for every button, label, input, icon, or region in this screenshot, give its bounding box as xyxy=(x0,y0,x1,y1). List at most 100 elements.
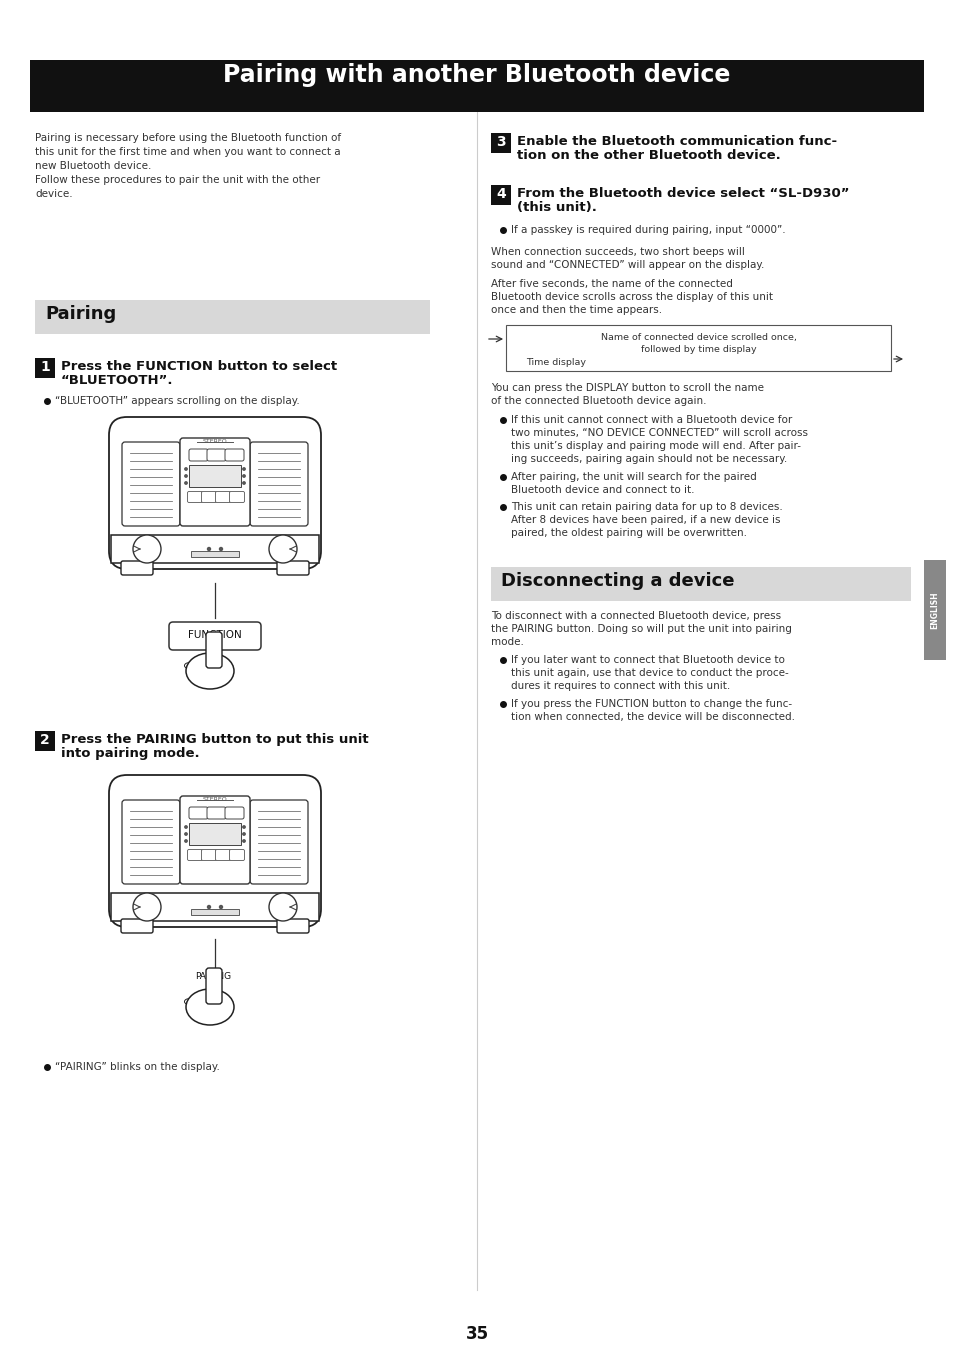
Text: Pairing with another Bluetooth device: Pairing with another Bluetooth device xyxy=(223,63,730,88)
FancyBboxPatch shape xyxy=(169,621,261,650)
Circle shape xyxy=(219,906,222,909)
Circle shape xyxy=(185,481,187,484)
FancyBboxPatch shape xyxy=(180,797,250,884)
Text: STEREO: STEREO xyxy=(202,797,227,802)
Circle shape xyxy=(208,906,211,909)
Text: this unit for the first time and when you want to connect a: this unit for the first time and when yo… xyxy=(35,147,340,156)
Text: (this unit).: (this unit). xyxy=(517,201,597,214)
Text: Follow these procedures to pair the unit with the other: Follow these procedures to pair the unit… xyxy=(35,175,320,185)
FancyBboxPatch shape xyxy=(180,438,250,526)
Text: new Bluetooth device.: new Bluetooth device. xyxy=(35,160,152,171)
FancyBboxPatch shape xyxy=(121,561,152,576)
Text: device.: device. xyxy=(35,189,72,200)
Circle shape xyxy=(185,840,187,842)
Bar xyxy=(35,301,430,334)
Text: STEREO: STEREO xyxy=(202,439,227,443)
FancyBboxPatch shape xyxy=(122,442,180,526)
FancyBboxPatch shape xyxy=(250,442,308,526)
Text: of the connected Bluetooth device again.: of the connected Bluetooth device again. xyxy=(491,396,706,406)
Circle shape xyxy=(243,833,245,836)
Ellipse shape xyxy=(189,663,198,669)
Text: into pairing mode.: into pairing mode. xyxy=(61,747,199,760)
FancyBboxPatch shape xyxy=(201,492,216,503)
Text: After five seconds, the name of the connected: After five seconds, the name of the conn… xyxy=(491,279,732,288)
Bar xyxy=(189,465,241,487)
Ellipse shape xyxy=(184,663,194,669)
Text: After 8 devices have been paired, if a new device is: After 8 devices have been paired, if a n… xyxy=(511,515,780,524)
FancyBboxPatch shape xyxy=(225,807,244,820)
FancyBboxPatch shape xyxy=(215,849,231,860)
Circle shape xyxy=(269,892,296,921)
Text: 3: 3 xyxy=(496,135,505,150)
Text: Pairing is necessary before using the Bluetooth function of: Pairing is necessary before using the Bl… xyxy=(35,133,341,143)
Text: ENGLISH: ENGLISH xyxy=(929,592,939,628)
Text: 2: 2 xyxy=(40,733,50,747)
Text: If this unit cannot connect with a Bluetooth device for: If this unit cannot connect with a Bluet… xyxy=(511,415,791,425)
Text: “BLUETOOTH”.: “BLUETOOTH”. xyxy=(61,373,173,387)
Text: Enable the Bluetooth communication func-: Enable the Bluetooth communication func- xyxy=(517,135,836,148)
FancyBboxPatch shape xyxy=(122,799,180,884)
FancyBboxPatch shape xyxy=(215,492,231,503)
Text: 35: 35 xyxy=(465,1325,488,1343)
Text: tion on the other Bluetooth device.: tion on the other Bluetooth device. xyxy=(517,150,780,162)
FancyBboxPatch shape xyxy=(250,799,308,884)
Text: the PAIRING button. Doing so will put the unit into pairing: the PAIRING button. Doing so will put th… xyxy=(491,624,791,634)
Text: this unit’s display and pairing mode will end. After pair-: this unit’s display and pairing mode wil… xyxy=(511,441,801,452)
Bar xyxy=(491,568,910,601)
Text: once and then the time appears.: once and then the time appears. xyxy=(491,305,661,315)
Circle shape xyxy=(185,468,187,470)
Text: If you later want to connect that Bluetooth device to: If you later want to connect that Blueto… xyxy=(511,655,784,665)
FancyBboxPatch shape xyxy=(109,417,320,569)
Text: Time display: Time display xyxy=(525,359,585,367)
FancyBboxPatch shape xyxy=(189,807,208,820)
Text: After pairing, the unit will search for the paired: After pairing, the unit will search for … xyxy=(511,472,756,483)
Bar xyxy=(111,892,318,921)
FancyBboxPatch shape xyxy=(276,561,309,576)
Text: ing succeeds, pairing again should not be necessary.: ing succeeds, pairing again should not b… xyxy=(511,454,786,464)
Text: Press the FUNCTION button to select: Press the FUNCTION button to select xyxy=(61,360,336,373)
Text: If a passkey is required during pairing, input “0000”.: If a passkey is required during pairing,… xyxy=(511,225,785,235)
Text: To disconnect with a connected Bluetooth device, press: To disconnect with a connected Bluetooth… xyxy=(491,611,781,621)
FancyBboxPatch shape xyxy=(201,849,216,860)
Ellipse shape xyxy=(194,999,205,1004)
Text: followed by time display: followed by time display xyxy=(640,345,756,355)
Text: Bluetooth device scrolls across the display of this unit: Bluetooth device scrolls across the disp… xyxy=(491,293,772,302)
Ellipse shape xyxy=(189,999,198,1004)
Bar xyxy=(191,909,239,915)
Circle shape xyxy=(132,892,161,921)
Text: This unit can retain pairing data for up to 8 devices.: This unit can retain pairing data for up… xyxy=(511,501,781,512)
Bar xyxy=(30,61,923,112)
Ellipse shape xyxy=(184,999,194,1004)
FancyBboxPatch shape xyxy=(206,632,222,669)
FancyBboxPatch shape xyxy=(109,775,320,927)
Bar xyxy=(491,133,511,154)
Circle shape xyxy=(243,826,245,828)
Text: mode.: mode. xyxy=(491,638,523,647)
Bar xyxy=(35,359,55,377)
Text: Disconnecting a device: Disconnecting a device xyxy=(500,572,734,590)
Circle shape xyxy=(132,535,161,563)
Bar xyxy=(191,551,239,557)
Text: Pairing: Pairing xyxy=(45,305,116,324)
Circle shape xyxy=(185,474,187,477)
Text: Name of connected device scrolled once,: Name of connected device scrolled once, xyxy=(600,333,796,342)
FancyBboxPatch shape xyxy=(225,449,244,461)
FancyBboxPatch shape xyxy=(276,919,309,933)
Circle shape xyxy=(208,547,211,550)
Text: PAIRING: PAIRING xyxy=(194,972,231,981)
Text: Press the PAIRING button to put this unit: Press the PAIRING button to put this uni… xyxy=(61,733,368,745)
Circle shape xyxy=(185,826,187,828)
FancyBboxPatch shape xyxy=(207,449,226,461)
FancyBboxPatch shape xyxy=(230,492,244,503)
Circle shape xyxy=(185,833,187,836)
Bar xyxy=(491,185,511,205)
Bar xyxy=(189,824,241,845)
FancyBboxPatch shape xyxy=(188,492,202,503)
Text: sound and “CONNECTED” will appear on the display.: sound and “CONNECTED” will appear on the… xyxy=(491,260,763,270)
Text: 4: 4 xyxy=(496,187,505,201)
Bar xyxy=(923,559,945,661)
Text: Bluetooth device and connect to it.: Bluetooth device and connect to it. xyxy=(511,485,694,495)
Circle shape xyxy=(219,547,222,550)
FancyBboxPatch shape xyxy=(206,968,222,1004)
Text: two minutes, “NO DEVICE CONNECTED” will scroll across: two minutes, “NO DEVICE CONNECTED” will … xyxy=(511,429,807,438)
